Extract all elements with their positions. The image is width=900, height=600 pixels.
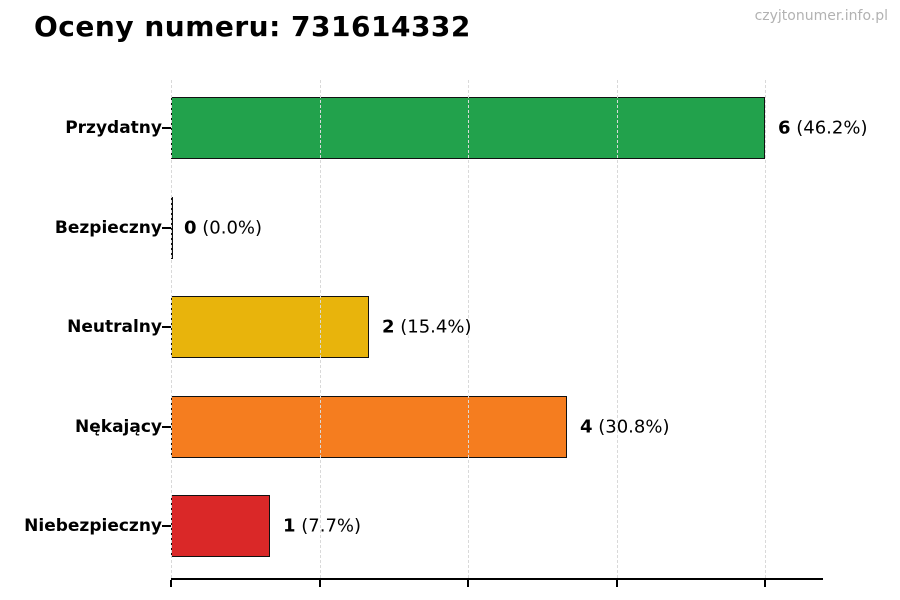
category-label-neutralny: Neutralny — [67, 317, 162, 337]
bar-nekajacy — [171, 395, 567, 458]
gridline — [171, 80, 172, 578]
value-percent: (0.0%) — [196, 217, 263, 238]
plot-area: 6 (46.2%) 0 (0.0%) 2 (15.4%) 4 (30.8%) 1 (7.… — [170, 80, 867, 587]
gridline — [320, 80, 321, 578]
value-count: 2 — [382, 316, 395, 338]
x-tick — [467, 580, 469, 587]
value-percent: (7.7%) — [295, 515, 362, 537]
value-count: 1 — [283, 515, 296, 537]
chart-title: Oceny numeru: 731614332 — [34, 10, 471, 43]
bar-niebezpieczny — [171, 495, 270, 557]
category-label-nekajacy: Nękający — [75, 416, 162, 437]
value-count: 4 — [580, 416, 593, 437]
gridline — [617, 80, 618, 578]
value-label-nekajacy: 4 (30.8%) — [580, 416, 669, 437]
value-label-bezpieczny: 0 (0.0%) — [184, 217, 262, 238]
y-tick — [162, 127, 171, 129]
watermark: czyjtonumer.info.pl — [754, 8, 888, 24]
category-label-bezpieczny: Bezpieczny — [54, 217, 162, 238]
y-tick — [162, 226, 171, 229]
value-label-neutralny: 2 (15.4%) — [382, 317, 471, 338]
x-tick — [764, 580, 766, 587]
value-percent: (30.8%) — [592, 416, 670, 437]
category-label-niebezpieczny: Niebezpieczny — [24, 516, 162, 536]
gridline — [765, 80, 766, 578]
y-tick — [162, 326, 171, 328]
value-count: 6 — [778, 117, 791, 139]
value-percent: (46.2%) — [790, 117, 868, 139]
x-tick — [616, 580, 618, 587]
x-tick — [170, 580, 172, 587]
gridline — [468, 80, 469, 578]
x-tick — [319, 580, 321, 587]
y-tick — [162, 425, 171, 428]
value-label-przydatny: 6 (46.2%) — [778, 118, 867, 139]
y-axis-labels: Przydatny Bezpieczny Neutralny Nękający Nieb… — [0, 80, 162, 578]
bar-neutralny — [171, 296, 369, 358]
value-count: 0 — [184, 217, 197, 238]
y-tick — [162, 525, 171, 527]
value-percent: (15.4%) — [394, 316, 472, 338]
category-label-przydatny: Przydatny — [65, 118, 162, 138]
value-label-niebezpieczny: 1 (7.7%) — [283, 516, 361, 537]
